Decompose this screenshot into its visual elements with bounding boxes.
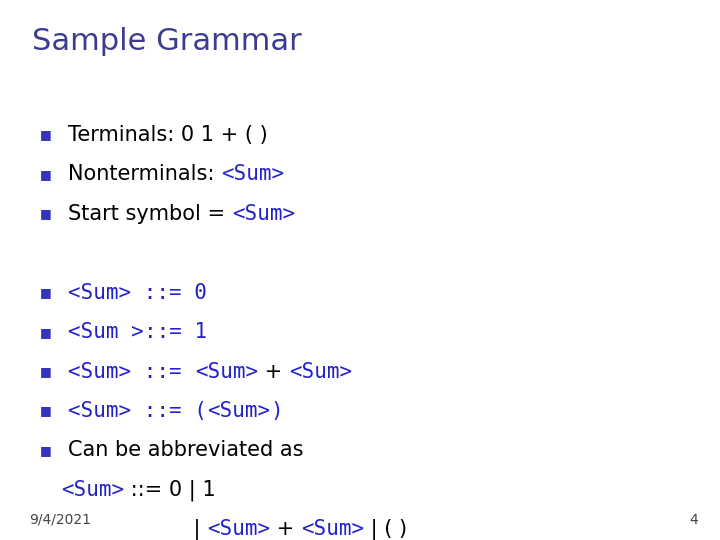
Text: <Sum>: <Sum> [194, 361, 258, 382]
Text: +: + [258, 361, 289, 382]
Text: ■: ■ [40, 286, 51, 299]
Text: Start symbol =: Start symbol = [68, 204, 232, 224]
Text: | ( ): | ( ) [364, 518, 408, 540]
Text: Terminals: 0 1 + ( ): Terminals: 0 1 + ( ) [68, 125, 268, 145]
Text: +: + [271, 519, 302, 539]
Text: <Sum>: <Sum> [289, 361, 352, 382]
Text: <Sum> ::= (: <Sum> ::= ( [68, 401, 207, 421]
Text: 4: 4 [690, 512, 698, 526]
Text: ::= 1: ::= 1 [144, 322, 207, 342]
Text: ■: ■ [40, 207, 51, 220]
Text: <Sum>: <Sum> [207, 519, 271, 539]
Text: <Sum>: <Sum> [222, 164, 284, 185]
Text: <Sum >: <Sum > [68, 322, 144, 342]
Text: ■: ■ [40, 168, 51, 181]
Text: ■: ■ [40, 129, 51, 141]
Text: ■: ■ [40, 365, 51, 378]
Text: Can be abbreviated as: Can be abbreviated as [68, 440, 304, 461]
Text: ■: ■ [40, 326, 51, 339]
Text: <Sum>: <Sum> [302, 519, 364, 539]
Text: Nonterminals:: Nonterminals: [68, 164, 222, 185]
Text: ): ) [271, 401, 283, 421]
Text: ::= 0 | 1: ::= 0 | 1 [125, 479, 216, 501]
Text: <Sum> ::=: <Sum> ::= [68, 361, 194, 382]
Text: 9/4/2021: 9/4/2021 [29, 512, 91, 526]
Text: <Sum>: <Sum> [232, 204, 295, 224]
Text: ■: ■ [40, 444, 51, 457]
Text: |: | [61, 518, 207, 540]
Text: <Sum> ::= 0: <Sum> ::= 0 [68, 282, 207, 303]
Text: <Sum>: <Sum> [207, 401, 271, 421]
Text: Sample Grammar: Sample Grammar [32, 27, 302, 56]
Text: <Sum>: <Sum> [61, 480, 125, 500]
Text: ■: ■ [40, 404, 51, 417]
